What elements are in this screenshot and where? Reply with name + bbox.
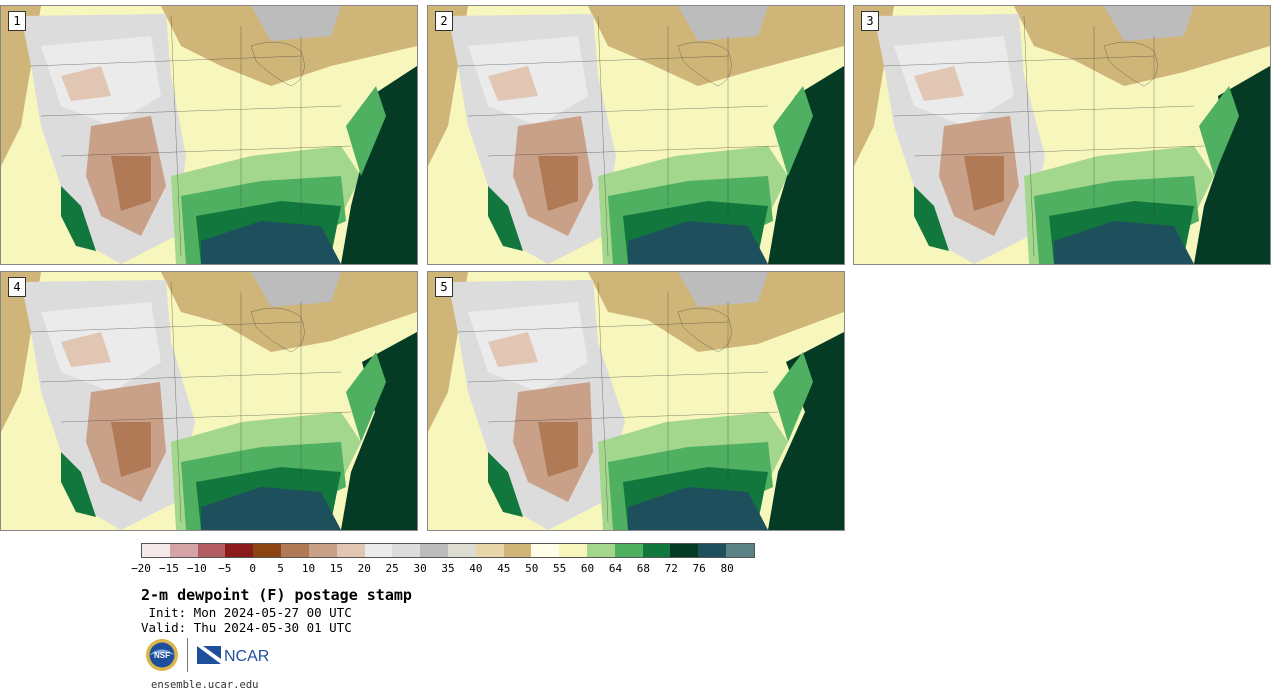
colorbar-tick-label: 15: [329, 562, 343, 575]
member-label: 3: [861, 11, 879, 31]
member-label: 5: [435, 277, 453, 297]
chart-title: 2-m dewpoint (F) postage stamp: [141, 586, 412, 604]
colorbar-tick-label: 20: [357, 562, 371, 575]
member-panel-1[interactable]: 1: [0, 5, 418, 265]
colorbar-tick-label: 45: [497, 562, 511, 575]
colorbar-tick-label: 10: [301, 562, 316, 575]
colorbar-tick-label: −10: [186, 562, 207, 575]
colorbar-segment: [392, 544, 421, 557]
colorbar-tick-label: 5: [277, 562, 284, 575]
logo-divider: [187, 638, 188, 672]
colorbar-tick-label: −20: [131, 562, 151, 575]
colorbar-segment: [225, 544, 254, 557]
svg-text:NSF: NSF: [154, 651, 170, 660]
member-panel-2[interactable]: 2: [427, 5, 845, 265]
colorbar-segment: [364, 544, 393, 557]
colorbar-tick-label: 55: [553, 562, 567, 575]
colorbar-tick-label: 35: [441, 562, 455, 575]
colorbar: [141, 543, 755, 558]
member-panel-3[interactable]: 3: [853, 5, 1271, 265]
member-panel-4[interactable]: 4: [0, 271, 418, 531]
colorbar-segment: [142, 544, 170, 557]
colorbar-tick-label: 76: [692, 562, 706, 575]
colorbar-segment: [698, 544, 727, 557]
colorbar-tick-label: 40: [469, 562, 483, 575]
member-label: 2: [435, 11, 453, 31]
dewpoint-map-1: [1, 6, 417, 264]
colorbar-segment: [614, 544, 643, 557]
nsf-logo-icon: NSF: [146, 639, 178, 671]
colorbar-tick-label: 25: [385, 562, 399, 575]
svg-text:NCAR: NCAR: [224, 648, 269, 665]
colorbar-segment: [587, 544, 615, 557]
colorbar-segment: [420, 544, 448, 557]
colorbar-segment: [726, 544, 754, 557]
colorbar-ticks: −20 −15 −10 −5 0 5 10 15 20 25 30 35 40 45 50 55 60 64 68 7…: [131, 562, 755, 576]
colorbar-segment: [559, 544, 587, 557]
colorbar-tick-label: 80: [720, 562, 734, 575]
logos: NSF NCAR: [145, 638, 275, 674]
colorbar-segment: [308, 544, 337, 557]
member-label: 4: [8, 277, 26, 297]
colorbar-tick-label: −5: [218, 562, 232, 575]
colorbar-tick-label: 68: [636, 562, 650, 575]
dewpoint-map-5: [428, 272, 844, 530]
dewpoint-map-2: [428, 6, 844, 264]
colorbar-tick-label: −15: [158, 562, 179, 575]
colorbar-segment: [447, 544, 476, 557]
ncar-logo-icon: NCAR: [197, 646, 269, 665]
colorbar-segment: [503, 544, 532, 557]
dewpoint-map-3: [854, 6, 1270, 264]
member-panel-5[interactable]: 5: [427, 271, 845, 531]
colorbar-tick-label: 0: [249, 562, 256, 575]
dewpoint-map-4: [1, 272, 417, 530]
colorbar-segment: [281, 544, 309, 557]
colorbar-segment: [253, 544, 282, 557]
colorbar-tick-label: 50: [525, 562, 539, 575]
colorbar-segment: [642, 544, 671, 557]
member-label: 1: [8, 11, 26, 31]
colorbar-segment: [336, 544, 365, 557]
colorbar-segment: [670, 544, 699, 557]
colorbar-segment: [475, 544, 504, 557]
colorbar-segment: [169, 544, 198, 557]
colorbar-tick-label: 60: [580, 562, 595, 575]
colorbar-tick-label: 64: [608, 562, 623, 575]
colorbar-segment: [197, 544, 226, 557]
website-url[interactable]: ensemble.ucar.edu: [151, 679, 259, 691]
valid-time: Valid: Thu 2024-05-30 01 UTC: [141, 620, 352, 635]
init-time: Init: Mon 2024-05-27 00 UTC: [141, 605, 352, 620]
colorbar-tick-label: 30: [413, 562, 427, 575]
colorbar-tick-label: 72: [664, 562, 678, 575]
colorbar-segment: [531, 544, 560, 557]
